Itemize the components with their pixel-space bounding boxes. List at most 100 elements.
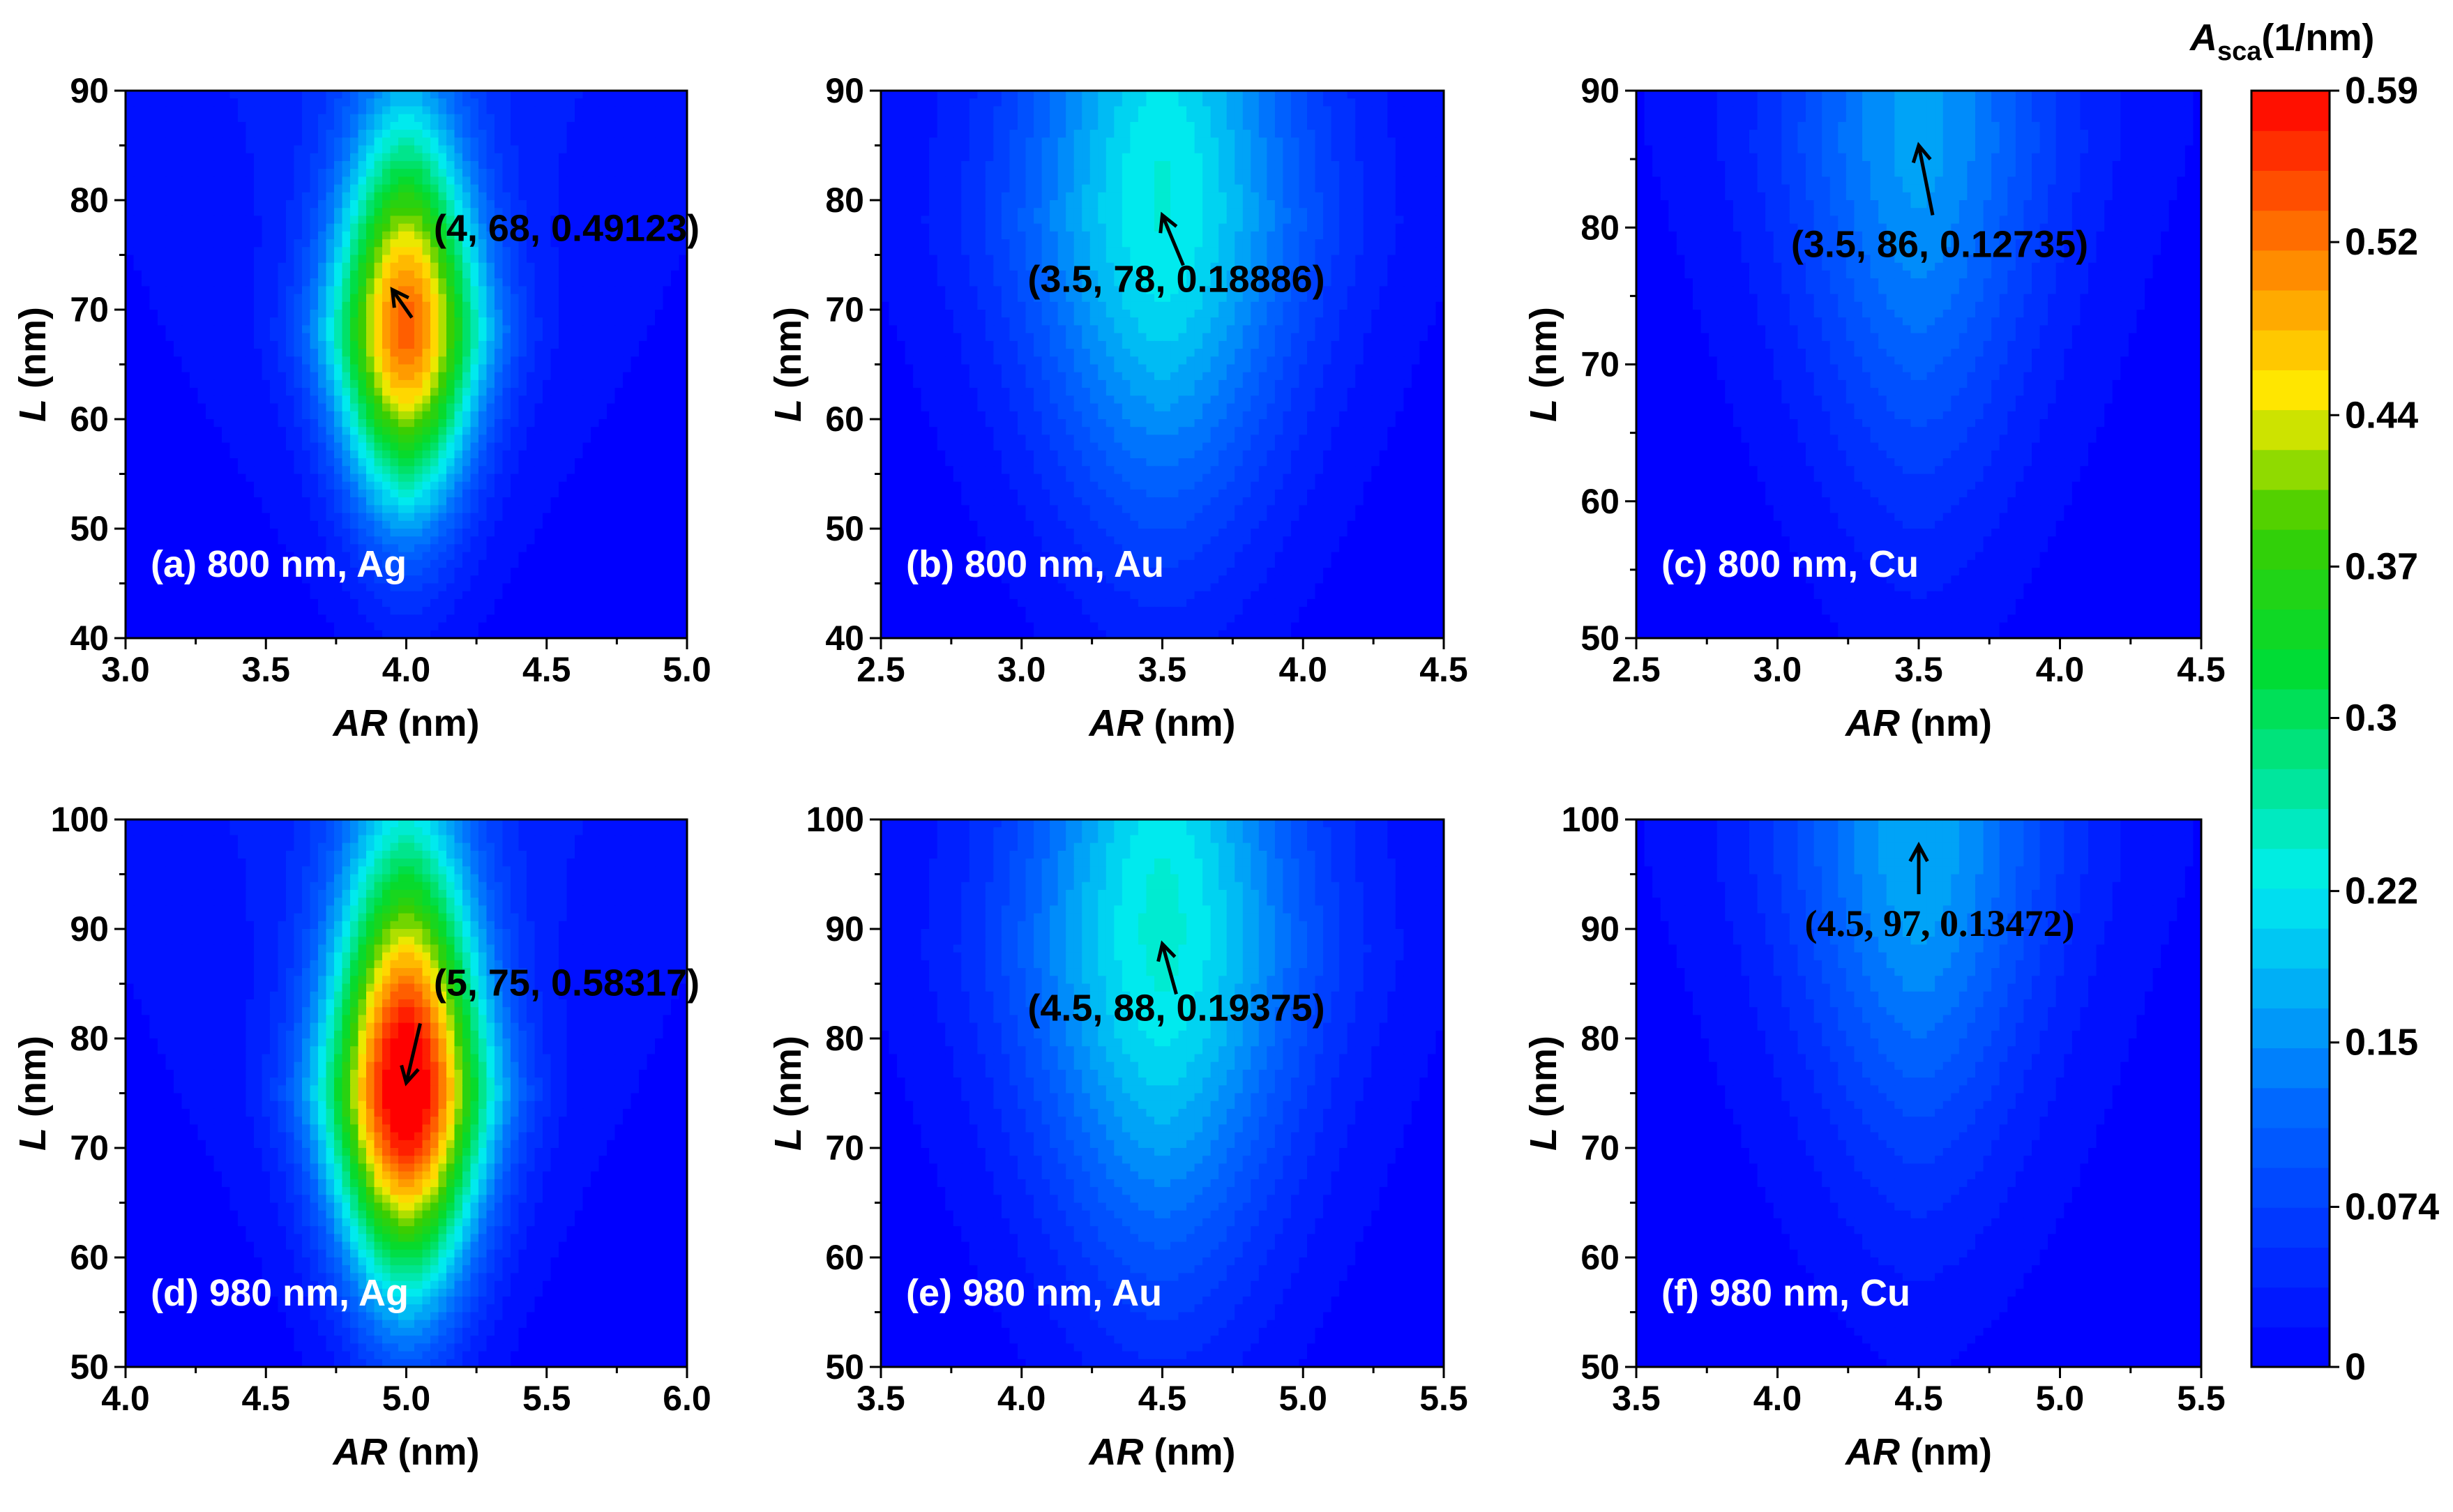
x-axis-label: AR (nm) [332, 1431, 480, 1473]
y-tick-label: 70 [70, 290, 109, 329]
peak-arrow [405, 1022, 422, 1084]
x-axis-label: AR (nm) [1088, 1431, 1236, 1473]
x-tick-label: 4.5 [1419, 650, 1468, 689]
y-tick-label: 50 [70, 1347, 109, 1386]
colorbar-level [2251, 91, 2330, 131]
panel-label: (c) 800 nm, Cu [1661, 543, 1919, 585]
colorbar-level [2251, 1167, 2330, 1208]
colorbar-title: Asca(1/nm) [2189, 17, 2374, 66]
y-tick-label: 100 [51, 800, 109, 839]
panel-label: (f) 980 nm, Cu [1661, 1272, 1910, 1314]
x-tick-label: 5.5 [2177, 1379, 2226, 1418]
colorbar-level [2251, 968, 2330, 1008]
y-tick-label: 50 [1580, 619, 1620, 658]
peak-arrow [1161, 943, 1178, 995]
contour-field [1636, 819, 2201, 1367]
y-tick-label: 50 [1580, 1347, 1620, 1386]
colorbar-tick-label: 0.22 [2345, 870, 2418, 912]
contour-field [126, 91, 687, 638]
peak-annotation: (3.5, 86, 0.12735) [1791, 224, 2088, 266]
y-tick-label: 90 [825, 71, 864, 110]
colorbar-level [2251, 250, 2330, 291]
y-tick-label: 70 [70, 1128, 109, 1167]
colorbar-level [2251, 688, 2330, 729]
y-tick-label: 100 [1562, 800, 1620, 839]
colorbar-level [2251, 1207, 2330, 1248]
y-tick-label: 60 [1580, 482, 1620, 521]
colorbar-level [2251, 1287, 2330, 1328]
x-tick-label: 4.5 [241, 1379, 290, 1418]
panel-label: (a) 800 nm, Ag [151, 543, 407, 585]
x-tick-label: 4.5 [1894, 1379, 1943, 1418]
contour-field [126, 819, 687, 1367]
x-tick-label: 6.0 [663, 1379, 711, 1418]
y-tick-label: 80 [70, 1019, 109, 1058]
colorbar: 0.59 0.52 0.44 0.37 0.3 0.22 0.15 0.074 0 Asca(1/… [2189, 17, 2439, 1388]
panel-label: (d) 980 nm, Ag [151, 1272, 409, 1314]
x-tick-label: 3.5 [1138, 650, 1187, 689]
colorbar-level [2251, 409, 2330, 451]
panel-b: 2.5 3.0 3.5 4.0 4.5 40 50 60 70 80 90 AR (nm) L (nm)… [767, 71, 1468, 744]
x-tick-label: 3.0 [101, 650, 150, 689]
y-tick-label: 80 [70, 181, 109, 220]
x-tick-label: 4.0 [382, 650, 431, 689]
y-tick-label: 90 [70, 71, 109, 110]
peak-arrow-head [1156, 940, 1177, 962]
colorbar-tick-label: 0.59 [2345, 70, 2418, 112]
panel-a: 3.0 3.5 4.0 4.5 5.0 40 50 60 70 80 90 AR (nm) L (nm)… [12, 71, 711, 744]
y-tick-label: 40 [825, 619, 864, 658]
y-tick-label: 70 [825, 1128, 864, 1167]
peak-arrow-head [1908, 841, 1929, 863]
colorbar-level [2251, 130, 2330, 171]
y-axis-label: L (nm) [1523, 1036, 1564, 1151]
y-tick-label: 70 [825, 290, 864, 329]
y-tick-label: 60 [70, 400, 109, 439]
peak-arrow-head [390, 287, 409, 308]
y-axis-label: L (nm) [767, 307, 809, 422]
colorbar-tick-label: 0.074 [2345, 1186, 2439, 1227]
panel-f: 3.5 4.0 4.5 5.0 5.5 50 60 70 80 90 100 AR (nm) L (nm… [1523, 800, 2226, 1473]
x-tick-label: 5.5 [1419, 1379, 1468, 1418]
colorbar-level [2251, 489, 2330, 530]
x-tick-label: 5.0 [1278, 1379, 1327, 1418]
y-tick-label: 90 [825, 909, 864, 948]
x-tick-label: 5.0 [382, 1379, 431, 1418]
panels-layer: 3.0 3.5 4.0 4.5 5.0 40 50 60 70 80 90 AR (nm) L (nm)… [12, 71, 2226, 1473]
x-tick-label: 3.0 [1753, 650, 1802, 689]
colorbar-level [2251, 529, 2330, 570]
colorbar-level [2251, 848, 2330, 889]
peak-arrow [391, 288, 414, 319]
y-axis-label: L (nm) [1523, 307, 1564, 422]
peak-annotation: (4.5, 97, 0.13472) [1805, 902, 2075, 944]
colorbar-level [2251, 649, 2330, 690]
x-tick-label: 4.0 [2036, 650, 2085, 689]
colorbar-level [2251, 1127, 2330, 1168]
panel-e: 3.5 4.0 4.5 5.0 5.5 50 60 70 80 90 100 AR (nm) L (nm… [767, 800, 1468, 1473]
x-tick-label: 2.5 [856, 650, 905, 689]
y-tick-label: 50 [70, 509, 109, 548]
colorbar-level [2251, 449, 2330, 490]
x-tick-label: 3.5 [1612, 1379, 1661, 1418]
y-axis-label: L (nm) [767, 1036, 809, 1151]
colorbar-level [2251, 370, 2330, 411]
x-tick-label: 2.5 [1612, 650, 1661, 689]
colorbar-level [2251, 1087, 2330, 1128]
contour-field [1636, 91, 2201, 638]
y-tick-label: 60 [1580, 1238, 1620, 1277]
x-axis-label: AR (nm) [1844, 1431, 1992, 1473]
colorbar-level [2251, 1247, 2330, 1288]
x-tick-label: 5.5 [522, 1379, 571, 1418]
colorbar-level [2251, 170, 2330, 211]
colorbar-tick-label: 0.52 [2345, 221, 2418, 263]
x-axis-label: AR (nm) [1088, 702, 1236, 744]
x-tick-label: 3.0 [997, 650, 1046, 689]
y-tick-label: 70 [1580, 1128, 1620, 1167]
x-axis-label: AR (nm) [1844, 702, 1992, 744]
y-tick-label: 40 [70, 619, 109, 658]
x-tick-label: 3.5 [241, 650, 290, 689]
x-tick-label: 3.5 [856, 1379, 905, 1418]
peak-arrow [1917, 145, 1935, 216]
y-tick-label: 70 [1580, 345, 1620, 384]
colorbar-level [2251, 1008, 2330, 1049]
peak-arrow [1161, 214, 1185, 266]
